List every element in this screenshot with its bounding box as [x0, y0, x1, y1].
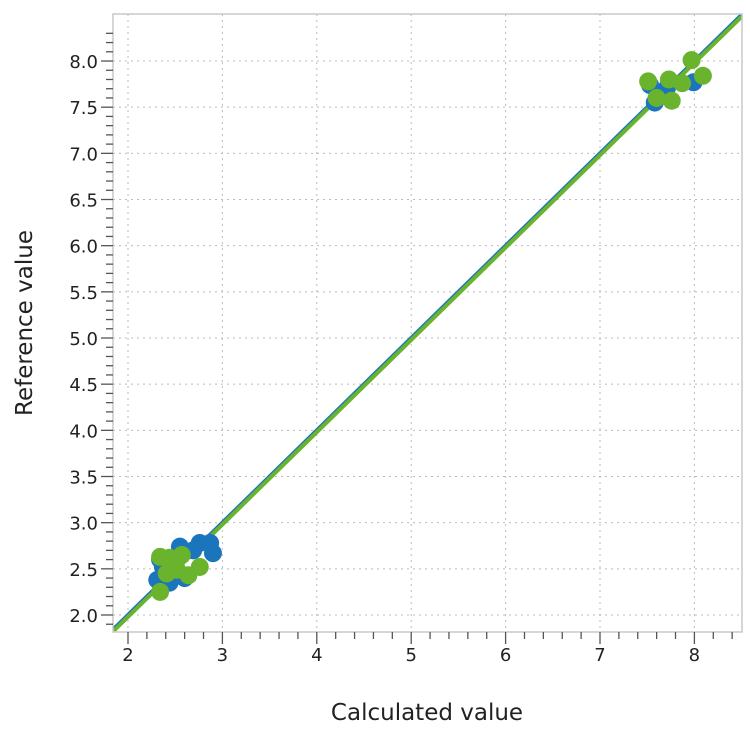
- y-tick-label: 5.0: [69, 329, 98, 350]
- fit-line-series-2: [113, 15, 742, 632]
- data-point-series-2: [662, 91, 681, 110]
- y-tick-label: 6.0: [69, 237, 98, 258]
- data-point-series-2: [157, 564, 176, 583]
- y-axis-label: Reference value: [12, 230, 38, 416]
- x-tick-label: 2: [122, 645, 133, 666]
- y-tick-label: 5.5: [69, 283, 98, 304]
- y-tick-label: 4.5: [69, 375, 98, 396]
- y-tick-label: 7.0: [69, 144, 98, 165]
- data-point-series-2: [682, 51, 701, 70]
- y-tick-label: 4.0: [69, 421, 98, 442]
- grid: [113, 14, 742, 632]
- y-tick-label: 3.5: [69, 468, 98, 489]
- y-tick-label: 8.0: [69, 52, 98, 73]
- y-tick-label: 6.5: [69, 191, 98, 212]
- y-tick-label: 3.0: [69, 514, 98, 535]
- data-point-series-2: [693, 66, 712, 85]
- y-tick-label: 2.5: [69, 560, 98, 581]
- data-point-series-2: [151, 582, 170, 601]
- x-tick-label: 4: [311, 645, 322, 666]
- data-point-series-2: [673, 74, 692, 93]
- data-point-series-2: [172, 545, 191, 564]
- data-point-series-2: [647, 88, 666, 107]
- y-tick-label: 7.5: [69, 98, 98, 119]
- x-tick-label: 8: [689, 645, 700, 666]
- x-tick-label: 3: [217, 645, 228, 666]
- axes: 2 3 4 5 6 7 8 2.0 2.5 3.0 3.5 4.0 4.5 5.0 5.5 6.0 6.5 7.0…: [69, 32, 733, 666]
- y-tick-label: 2.0: [69, 606, 98, 627]
- x-tick-label: 5: [405, 645, 416, 666]
- plot-frame: [112, 13, 743, 633]
- data-point-series-1: [203, 544, 222, 563]
- data-point-series-2: [190, 557, 209, 576]
- fit-lines: [113, 14, 742, 632]
- x-axis-label: Calculated value: [331, 700, 523, 726]
- data-point-series-2: [639, 72, 658, 91]
- data-points: [148, 51, 712, 601]
- x-tick-label: 6: [500, 645, 511, 666]
- x-tick-label: 7: [594, 645, 605, 666]
